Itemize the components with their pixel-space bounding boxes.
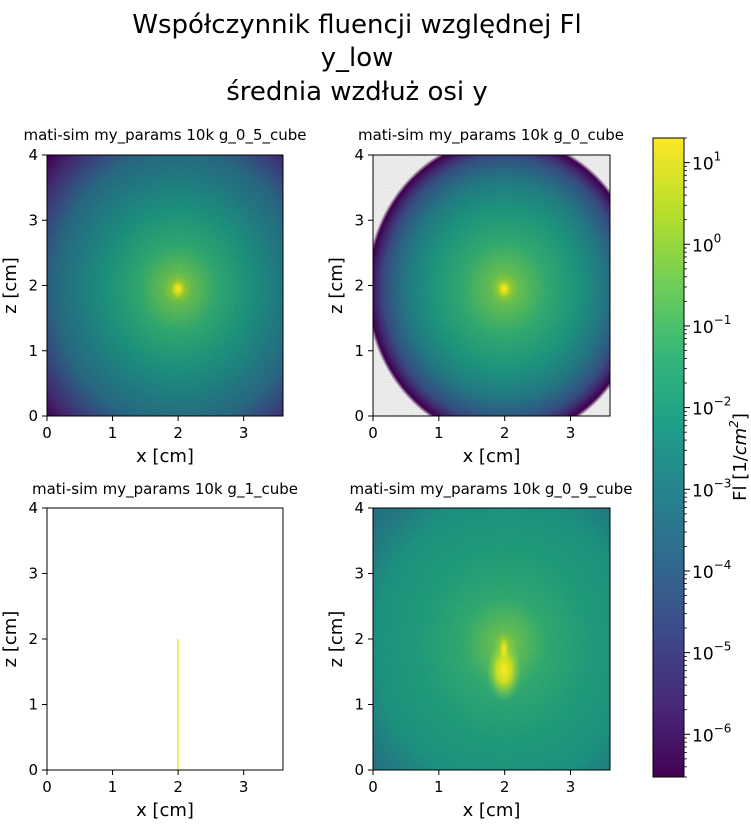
y-axis-label: z [cm] [326,257,347,314]
y-tick-label: 1 [354,696,364,714]
y-tick-label: 0 [354,761,364,779]
x-axis-label: x [cm] [136,800,194,821]
y-tick-label: 2 [354,630,364,648]
y-tick-label: 2 [28,277,38,295]
x-tick-label: 2 [173,424,183,442]
y-axis-label: z [cm] [0,257,21,314]
figure-title-line-2: y_low [321,43,394,73]
y-axis-label: z [cm] [326,611,347,668]
colorbar-tick-label: 101 [692,150,721,175]
y-tick-label: 3 [28,211,38,229]
x-tick-label: 0 [42,778,52,796]
x-axis-label: x [cm] [136,446,194,467]
y-tick-label: 1 [28,342,38,360]
y-tick-label: 4 [354,499,364,517]
heatmap-image [47,155,283,416]
y-tick-label: 4 [28,499,38,517]
heatmap-panel-g-0-9: mati-sim my_params 10k g_0_9_cube 0 1 2 3 0 1… [326,480,633,821]
x-tick-label: 1 [108,778,118,796]
y-tick-label: 3 [354,211,364,229]
y-tick-label: 1 [28,696,38,714]
colorbar-tick-label: 10−2 [692,395,731,420]
x-tick-label: 3 [239,778,249,796]
colorbar-tick-label: 10−4 [692,558,731,583]
x-tick-label: 1 [434,778,444,796]
heatmap-image [47,508,283,770]
heatmap-panel-g-0-5: mati-sim my_params 10k g_0_5_cube 0 1 2 3 0 1… [0,126,307,467]
panel-title: mati-sim my_params 10k g_1_cube [32,480,298,499]
y-tick-label: 4 [28,146,38,164]
y-tick-label: 3 [28,565,38,583]
y-axis-label: z [cm] [0,611,21,668]
colorbar-tick-label: 10−5 [692,640,731,665]
x-tick-label: 0 [368,424,378,442]
y-tick-label: 0 [28,761,38,779]
heatmap-image [373,508,610,770]
colorbar-tick-label: 10−3 [692,476,731,501]
y-tick-label: 4 [354,146,364,164]
colorbar-tick-label: 100 [692,231,721,256]
colorbar-tick-label: 10−6 [692,721,731,746]
beam-line [177,639,179,770]
x-tick-label: 2 [500,424,510,442]
colorbar-label: Fl [1/cm2] [727,413,751,501]
panel-title: mati-sim my_params 10k g_0_cube [358,126,624,145]
x-axis-label: x [cm] [463,800,521,821]
heatmap-panel-g-0: mati-sim my_params 10k g_0_cube 0 1 2 3 0 1 2 3… [326,126,624,467]
x-axis-label: x [cm] [463,446,521,467]
y-tick-label: 2 [354,277,364,295]
heatmap-panel-g-1: mati-sim my_params 10k g_1_cube 0 1 2 3 0 1 2 3… [0,480,298,821]
x-tick-label: 3 [239,424,249,442]
y-tick-label: 0 [354,407,364,425]
x-tick-label: 0 [42,424,52,442]
heatmap-image [373,155,610,416]
x-tick-label: 3 [566,778,576,796]
y-tick-label: 3 [354,565,364,583]
colorbar-gradient [652,137,685,778]
y-tick-label: 1 [354,342,364,360]
y-tick-label: 0 [28,407,38,425]
figure-title-line-1: Współczynnik fluencji względnej Fl [132,10,582,40]
panel-title: mati-sim my_params 10k g_0_5_cube [23,126,306,145]
x-tick-label: 2 [500,778,510,796]
x-tick-label: 2 [173,778,183,796]
panel-title: mati-sim my_params 10k g_0_9_cube [349,480,632,499]
y-tick-label: 2 [28,630,38,648]
colorbar: 101 100 10−1 10−2 10−3 10−4 10−5 10−6 Fl [1/cm2… [652,137,751,778]
x-tick-label: 1 [108,424,118,442]
x-tick-label: 1 [434,424,444,442]
x-tick-label: 3 [566,424,576,442]
colorbar-tick-label: 10−1 [692,313,731,338]
x-tick-label: 0 [368,778,378,796]
figure-title-line-3: średnia wzdłuż osi y [226,77,488,107]
